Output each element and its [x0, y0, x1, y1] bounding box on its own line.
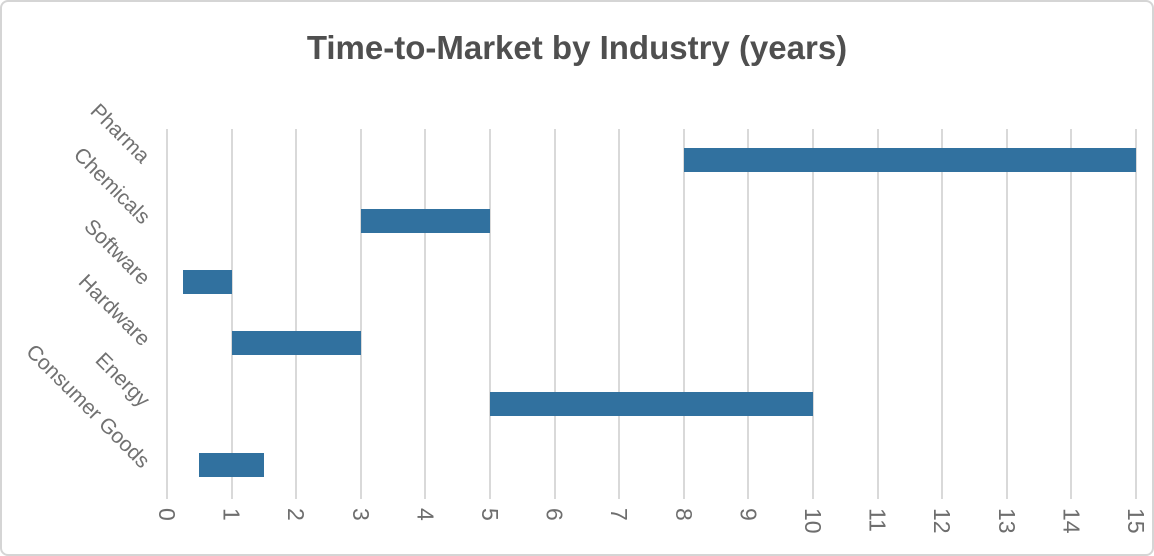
x-gridline — [1135, 129, 1137, 499]
x-gridline — [812, 129, 814, 499]
x-gridline — [1005, 129, 1008, 499]
x-axis-tick-label: 2 — [283, 508, 310, 521]
x-axis-tick-label: 15 — [1123, 508, 1149, 534]
chart-title: Time-to-Market by Industry (years) — [306, 29, 848, 66]
x-gridline — [747, 129, 750, 499]
x-axis-tick-label: 11 — [864, 508, 891, 532]
x-axis-tick-label: 6 — [541, 508, 568, 521]
range-bar-energy[interactable] — [490, 391, 813, 416]
x-gridline — [359, 129, 362, 499]
range-bar-hardware[interactable] — [231, 330, 361, 355]
x-gridline — [618, 129, 621, 499]
range-bar-chemicals[interactable] — [360, 208, 490, 233]
x-axis-tick-label: 0 — [154, 508, 180, 521]
x-gridline — [230, 129, 233, 499]
x-gridline — [876, 129, 879, 499]
x-axis-tick-label: 9 — [735, 508, 762, 521]
x-axis-tick-label: 12 — [929, 508, 956, 534]
x-gridline — [424, 129, 427, 499]
x-gridline — [295, 129, 298, 499]
range-bar-pharma[interactable] — [683, 147, 1136, 172]
x-axis-tick-label: 5 — [477, 508, 503, 521]
x-axis-tick-label: 1 — [218, 508, 245, 521]
x-axis-tick-label: 10 — [800, 508, 826, 534]
x-gridline — [166, 129, 168, 499]
x-axis-tick-label: 3 — [347, 508, 374, 521]
range-bar-software[interactable] — [183, 269, 232, 294]
x-gridline — [1070, 129, 1073, 499]
x-axis-tick-label: 14 — [1058, 508, 1085, 534]
x-axis-tick-label: 13 — [993, 508, 1020, 534]
x-gridline — [682, 129, 685, 499]
x-axis-tick-label: 4 — [412, 508, 439, 521]
range-bar-consumer-goods[interactable] — [199, 452, 264, 477]
x-gridline — [489, 129, 491, 499]
x-gridline — [553, 129, 556, 499]
x-axis-tick-label: 7 — [606, 508, 633, 521]
x-gridline — [941, 129, 944, 499]
x-axis-tick-label: 8 — [670, 508, 697, 521]
